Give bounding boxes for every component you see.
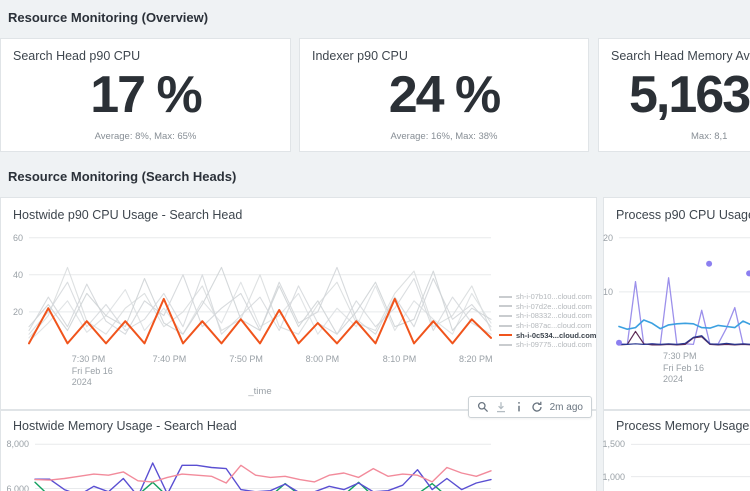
legend-label: sh-i-0c534...cloud.com [516,330,597,340]
last-updated-text: 2m ago [549,401,583,413]
chart-title: Hostwide Memory Usage - Search Head [13,419,237,433]
y-axis-tick-label: 8,000 [6,439,29,450]
kpi-card-search-head-memory: Search Head Memory Averag 5,163 Max: 8,1 [598,38,750,152]
x-axis-tick-label: 8:20 PM [458,354,493,364]
y-axis-tick-label: 40 [12,269,23,280]
legend-item[interactable]: sh-i-07b10...cloud.com [499,292,593,302]
legend-item[interactable]: sh-i-07d2e...cloud.com [499,301,593,311]
x-axis-tick-label: 7:50 PM [229,354,263,364]
chart-title: Process p90 CPU Usage - Se [616,208,750,222]
legend-swatch-line [499,305,512,308]
chart-canvas[interactable] [34,442,492,491]
y-axis-tick-label: 10 [602,286,613,297]
y-axis-tick-label: 6,000 [6,483,29,491]
plot-area[interactable]: 1,000 1,500 [602,438,750,483]
chart-canvas[interactable] [631,438,750,483]
kpi-card-title: Indexer p90 CPU [312,49,408,63]
kpi-card-title: Search Head p90 CPU [13,49,141,63]
legend-swatch-line [499,334,512,337]
kpi-card-value: 5,163 [629,66,750,124]
y-axis-tick-label: 20 [602,232,613,243]
kpi-card-search-head-cpu: Search Head p90 CPU 17 % Average: 8%, Ma… [0,38,291,152]
chart-legend: sh-i-07b10...cloud.com sh-i-07d2e...cloud… [499,292,597,350]
plot-area[interactable]: 20 40 60 7:30 PM Fri Feb 16 2024 7:40 PM 7:50 … [13,233,493,387]
kpi-card-subtitle: Average: 8%, Max: 65% [94,131,197,142]
legend-item[interactable]: sh-i-09775...cloud.com [499,340,593,350]
x-axis-tick-label: 7:30 PM Fri Feb 16 2024 [662,351,705,384]
x-axis-tick-label: 7:40 PM [152,354,187,364]
chart-title: Process Memory Usage - Sea [616,419,750,433]
x-axis-tick-label: 7:30 PM Fri Feb 16 2024 [71,354,113,387]
y-axis-tick-label: 60 [12,232,23,243]
legend-swatch-line [499,314,512,317]
plot-area[interactable]: 10 20 7:30 PM Fri Feb 16 2024 [603,233,750,384]
panel-hostwide-memory-search-head: Hostwide Memory Usage - Search Head 6,00… [0,410,597,491]
kpi-card-value: 17 % [90,66,203,124]
legend-item[interactable]: sh-i-087ac...cloud.com [499,321,593,331]
legend-item[interactable]: sh-i-08332...cloud.com [499,311,593,321]
legend-label: sh-i-087ac...cloud.com [516,321,592,331]
info-icon[interactable] [513,401,525,413]
chart-hover-toolbar: 2m ago [468,396,592,418]
panel-process-memory-search-head: Process Memory Usage - Sea 1,000 1,500 [602,410,750,491]
y-axis-tick-label: 1,000 [602,471,625,482]
legend-label: sh-i-07b10...cloud.com [516,292,592,302]
legend-label: sh-i-09775...cloud.com [516,340,592,350]
plot-area[interactable]: 6,000 8,000 [6,439,492,491]
refresh-icon[interactable] [531,401,543,413]
legend-swatch-line [499,324,512,327]
download-icon[interactable] [495,401,507,413]
magnifier-icon[interactable] [477,401,489,413]
kpi-card-indexer-cpu: Indexer p90 CPU 24 % Average: 16%, Max: … [299,38,589,152]
search-heads-section-title: Resource Monitoring (Search Heads) [8,169,237,184]
legend-label: sh-i-07d2e...cloud.com [516,301,592,311]
kpi-card-subtitle: Max: 8,1 [691,131,728,142]
y-axis-tick-label: 1,500 [602,439,625,450]
panel-hostwide-cpu-search-head: Hostwide p90 CPU Usage - Search Head 20 4… [0,197,597,410]
x-axis-tick-label: 8:10 PM [382,354,417,364]
kpi-card-subtitle: Average: 16%, Max: 38% [390,131,498,142]
kpi-card-title: Search Head Memory Averag [611,49,750,63]
panel-process-cpu-search-head: Process p90 CPU Usage - Se 10 20 7:30 PMF… [603,197,750,410]
overview-section-title: Resource Monitoring (Overview) [8,10,209,25]
chart-canvas[interactable] [28,234,492,349]
legend-swatch-line [499,343,512,346]
chart-canvas[interactable] [616,235,750,346]
chart-title: Hostwide p90 CPU Usage - Search Head [13,208,243,222]
y-axis-tick-label: 20 [12,306,23,317]
kpi-card-value: 24 % [388,66,502,124]
legend-label: sh-i-08332...cloud.com [516,311,592,321]
x-axis-label: _time [248,386,272,397]
legend-item[interactable]: sh-i-0c534...cloud.com [499,330,597,340]
legend-swatch-line [499,295,512,298]
x-axis-tick-label: 8:00 PM [305,354,340,364]
